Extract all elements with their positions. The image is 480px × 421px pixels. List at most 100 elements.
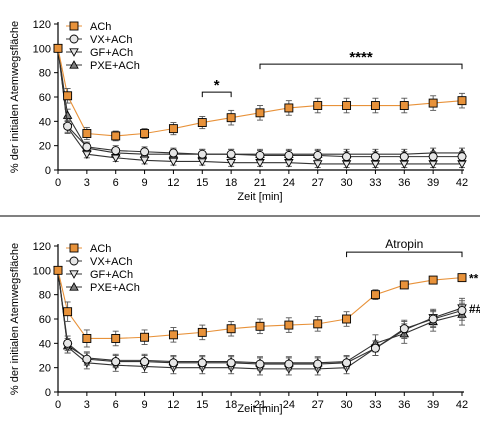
series-line [57, 48, 463, 137]
x-tick-label: 3 [84, 177, 90, 189]
data-point [62, 110, 73, 119]
x-tick-label: 0 [55, 399, 61, 411]
legend-label: VX+ACh [90, 256, 133, 268]
x-tick-label: 18 [225, 177, 237, 189]
x-tick-label: 0 [55, 177, 61, 189]
series-ACh [53, 43, 467, 142]
x-tick-label: 24 [283, 177, 295, 189]
data-point [284, 359, 294, 369]
y-tick-label: 120 [33, 19, 51, 31]
x-tick-label: 27 [312, 177, 324, 189]
data-point [63, 91, 73, 101]
data-point [82, 142, 92, 152]
data-point [428, 314, 438, 324]
legend-label: ACh [90, 243, 111, 255]
data-point [370, 343, 380, 353]
legend-marker [69, 282, 79, 291]
legend-label: PXE+ACh [90, 282, 140, 294]
data-point [399, 280, 409, 290]
x-tick-label: 30 [340, 399, 352, 411]
x-tick-label: 15 [196, 399, 208, 411]
data-point [63, 338, 73, 348]
annotation-label: ** [469, 272, 479, 286]
data-point [313, 359, 323, 369]
y-tick-label: 20 [39, 141, 51, 153]
legend-marker [69, 270, 79, 279]
data-point [197, 358, 207, 368]
series-VX+ACh [53, 43, 467, 162]
legend-marker [69, 256, 79, 266]
data-point [197, 327, 207, 337]
data-point [255, 321, 265, 331]
data-point [63, 307, 73, 317]
series-line [57, 270, 463, 340]
annotation-label: **** [349, 49, 373, 66]
y-tick-label: 0 [45, 387, 51, 399]
data-point [399, 324, 409, 334]
data-point [457, 306, 467, 315]
data-point [140, 357, 150, 367]
x-tick-label: 27 [312, 399, 324, 411]
data-point [428, 152, 438, 162]
data-point [168, 148, 178, 158]
data-point [226, 113, 236, 123]
data-point [399, 152, 409, 162]
x-tick-label: 12 [167, 399, 179, 411]
data-point [457, 273, 467, 283]
series-line [57, 270, 463, 365]
data-point [399, 101, 409, 110]
x-tick-label: 21 [254, 177, 266, 189]
data-point [111, 131, 121, 141]
data-point [82, 334, 92, 343]
data-point [111, 334, 121, 343]
data-point [457, 96, 467, 106]
legend-marker [69, 48, 79, 57]
y-tick-label: 60 [39, 314, 51, 326]
x-tick-label: 24 [283, 399, 295, 411]
legend-label: PXE+ACh [90, 60, 140, 72]
data-point [168, 124, 178, 134]
annotation-label: ## [469, 302, 480, 316]
significance-bracket [201, 91, 232, 98]
y-tick-label: 100 [33, 265, 51, 277]
data-point [255, 150, 265, 160]
data-point [226, 358, 236, 368]
data-point [284, 320, 294, 330]
data-point [428, 275, 438, 285]
series-line [57, 48, 462, 165]
significance-bracket [259, 63, 463, 70]
x-tick-label: 9 [142, 177, 148, 189]
data-point [255, 359, 265, 369]
data-point [140, 129, 150, 138]
x-tick-label: 33 [369, 177, 381, 189]
data-point [82, 354, 92, 364]
x-tick-label: 9 [142, 399, 148, 411]
x-tick-label: 6 [113, 399, 119, 411]
significance-bracket [346, 251, 463, 258]
y-tick-label: 120 [33, 241, 51, 253]
data-point [140, 147, 150, 157]
legend-label: GF+ACh [90, 269, 133, 281]
data-point [53, 43, 63, 53]
x-tick-label: 36 [398, 399, 410, 411]
data-point [226, 324, 236, 334]
data-point [197, 118, 207, 128]
x-tick-label: 39 [427, 177, 439, 189]
data-point [313, 150, 323, 160]
data-point [428, 98, 438, 108]
series-line [57, 48, 462, 155]
legend-marker [69, 34, 79, 44]
x-tick-label: 12 [167, 177, 179, 189]
series-VX+ACh [53, 265, 467, 371]
x-axis-title: Zeit [min] [237, 191, 282, 203]
data-point [53, 265, 63, 275]
legend-label: ACh [90, 21, 111, 33]
series-line [57, 48, 462, 158]
data-point [342, 152, 352, 162]
y-tick-label: 40 [39, 116, 51, 128]
data-point [313, 101, 323, 110]
data-point [342, 358, 352, 368]
